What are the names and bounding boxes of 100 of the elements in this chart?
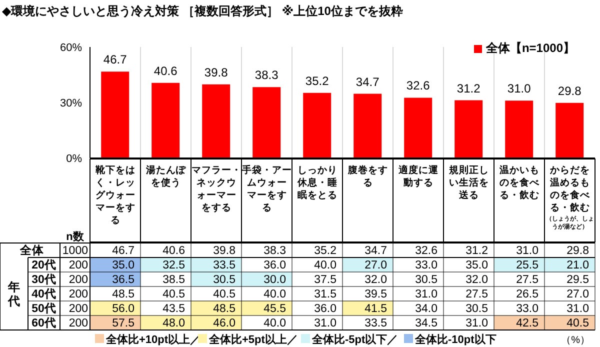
data-label: 31.0 bbox=[314, 318, 336, 330]
data-label: 32.0 bbox=[466, 274, 488, 286]
text: （%） bbox=[561, 335, 590, 346]
data-label: 38.3 bbox=[264, 245, 286, 257]
chart-title: ◆環境にやさしいと思う冷え対策 ［複数回答形式］ ※上位10位までを抜粋 bbox=[2, 3, 403, 20]
bar bbox=[303, 92, 332, 158]
data-label: 30.5 bbox=[415, 274, 438, 286]
data-label: 35.0 bbox=[466, 260, 488, 272]
text: 全体比-10pt以下 bbox=[414, 333, 496, 346]
data-label: 31.5 bbox=[314, 288, 336, 300]
y-tick-label: 40代 bbox=[32, 288, 56, 300]
data-label: 39.8 bbox=[213, 245, 236, 257]
data-label: 33.5 bbox=[364, 318, 387, 330]
x-tick-label: マフラー・ネックウォーマーをする bbox=[191, 165, 242, 214]
data-label: 32.5 bbox=[162, 260, 185, 272]
data-label: 36.0 bbox=[314, 303, 336, 315]
data-label: 46.0 bbox=[213, 318, 236, 330]
data-label: 36.0 bbox=[264, 260, 286, 272]
x-tick-label: 手袋・アームウォーマーをする bbox=[240, 164, 292, 214]
data-label: 46.7 bbox=[112, 245, 134, 257]
data-label: 35.2 bbox=[314, 245, 336, 257]
y-tick-label: 30% bbox=[60, 97, 82, 110]
data-label: 26.5 bbox=[516, 288, 538, 300]
x-tick-label: からだを温めるものを食べる・飲む（しょうが、しょうが湯など） bbox=[546, 165, 594, 230]
data-label: 33.0 bbox=[415, 260, 438, 272]
data-label: 27.0 bbox=[566, 288, 589, 300]
data-label: 57.5 bbox=[112, 318, 134, 330]
data-label: 200 bbox=[68, 274, 88, 286]
data-label: 31.0 bbox=[516, 245, 538, 257]
data-label: 34.0 bbox=[415, 303, 438, 315]
data-label: 40.0 bbox=[314, 260, 336, 272]
y-tick-label: 0% bbox=[66, 152, 82, 165]
text: 全体比-5pt以下／ bbox=[311, 333, 398, 346]
data-label: 48.5 bbox=[112, 288, 134, 300]
data-label: 39.8 bbox=[204, 65, 228, 80]
y-tick-label: 60% bbox=[60, 42, 82, 54]
data-label: 40.5 bbox=[566, 318, 589, 330]
bar bbox=[202, 84, 230, 158]
bar bbox=[556, 102, 584, 158]
data-label: 48.5 bbox=[213, 303, 236, 315]
data-label: 31.0 bbox=[566, 303, 589, 315]
y-tick-label: 20代 bbox=[32, 258, 56, 272]
data-label: 45.5 bbox=[264, 303, 286, 315]
data-label: 34.7 bbox=[356, 74, 380, 89]
data-label: 40.6 bbox=[154, 64, 178, 78]
data-label: 29.5 bbox=[566, 274, 589, 286]
x-tick-label: 湯たんぽを使う bbox=[144, 164, 187, 188]
data-label: 1000 bbox=[62, 245, 88, 257]
x-tick-label: しっかり休息・睡眠をとる bbox=[296, 165, 338, 201]
legend-label: 全体【n=1000】 bbox=[486, 41, 575, 55]
data-label: 200 bbox=[68, 260, 88, 272]
x-tick-label: n数 bbox=[66, 230, 85, 243]
data-label: 41.5 bbox=[364, 303, 387, 315]
text: 全体比+5pt以上／ bbox=[208, 333, 298, 346]
data-label: 25.5 bbox=[516, 260, 538, 272]
data-label: 32.6 bbox=[415, 245, 438, 257]
data-label: 40.6 bbox=[162, 245, 185, 257]
data-label: 31.0 bbox=[415, 288, 438, 300]
x-tick-label: 温かいものを食べる・飲む bbox=[498, 164, 540, 201]
data-label: 27.5 bbox=[516, 274, 538, 286]
x-tick-label: 靴下をはく・レッグウォーマーをする bbox=[94, 164, 136, 226]
data-label: 40.0 bbox=[264, 288, 286, 300]
data-label: 40.0 bbox=[264, 318, 286, 330]
data-label: 200 bbox=[68, 288, 88, 300]
data-label: 46.7 bbox=[103, 52, 128, 67]
bar bbox=[354, 94, 382, 158]
data-label: 27.0 bbox=[364, 260, 387, 272]
y-tick-label: 30代 bbox=[32, 273, 56, 286]
data-label: 40.5 bbox=[162, 288, 185, 300]
data-label: 33.5 bbox=[213, 260, 236, 272]
x-tick-label: 規則正しい生活を送る bbox=[448, 164, 489, 201]
data-label: 38.5 bbox=[162, 274, 185, 286]
bar bbox=[454, 100, 483, 158]
data-label: 48.0 bbox=[162, 318, 185, 330]
data-label: 30.5 bbox=[213, 274, 236, 286]
data-label: 35.2 bbox=[305, 74, 330, 88]
data-label: 31.2 bbox=[466, 245, 488, 257]
data-label: 32.6 bbox=[406, 78, 430, 93]
data-label: 33.0 bbox=[516, 303, 538, 315]
bar bbox=[252, 87, 281, 158]
data-label: 38.3 bbox=[254, 68, 279, 82]
x-tick-label: 適度に運動する bbox=[397, 164, 438, 188]
data-label: 200 bbox=[68, 303, 88, 315]
data-label: 200 bbox=[68, 318, 88, 330]
data-label: 31.2 bbox=[456, 81, 481, 96]
bar bbox=[404, 98, 432, 158]
data-label: 37.5 bbox=[314, 274, 336, 286]
data-label: 56.0 bbox=[112, 303, 134, 315]
bar bbox=[505, 100, 534, 158]
bar bbox=[101, 72, 130, 158]
data-label: 36.5 bbox=[112, 274, 134, 286]
y-tick-label: 全体 bbox=[19, 243, 45, 257]
data-label: 42.5 bbox=[516, 318, 538, 330]
y-tick-label: 50代 bbox=[32, 302, 56, 315]
data-label: 21.0 bbox=[566, 260, 589, 272]
data-label: 34.5 bbox=[415, 318, 438, 330]
data-label: 39.5 bbox=[364, 288, 387, 300]
data-label: 35.0 bbox=[112, 260, 134, 272]
data-label: 29.8 bbox=[558, 84, 582, 98]
data-label: 27.5 bbox=[466, 288, 488, 300]
